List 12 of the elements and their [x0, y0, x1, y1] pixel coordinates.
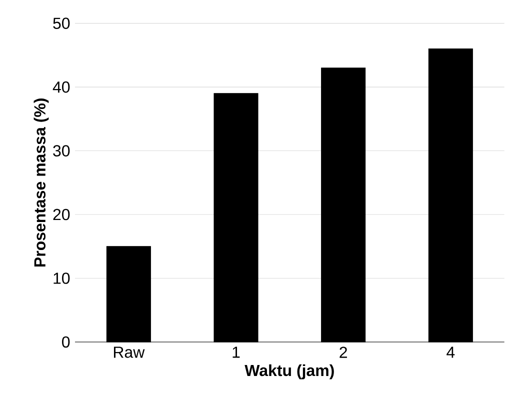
y-tick-label: 30: [53, 145, 70, 156]
x-tick-label: Raw: [114, 346, 145, 358]
y-tick-label: 20: [53, 208, 70, 220]
y-tick-label: 10: [54, 272, 70, 284]
y-axis-title: Prosentase massa (%): [34, 98, 49, 267]
y-tick-label: 0: [62, 336, 70, 348]
x-tick-label: 4: [446, 346, 455, 358]
y-tick-label: 40: [52, 81, 70, 93]
x-tick-label: 2: [340, 346, 347, 358]
y-tick-label: 50: [53, 18, 70, 29]
x-axis-title: Waktu (jam): [244, 364, 334, 380]
x-tick-label: 1: [232, 346, 240, 358]
